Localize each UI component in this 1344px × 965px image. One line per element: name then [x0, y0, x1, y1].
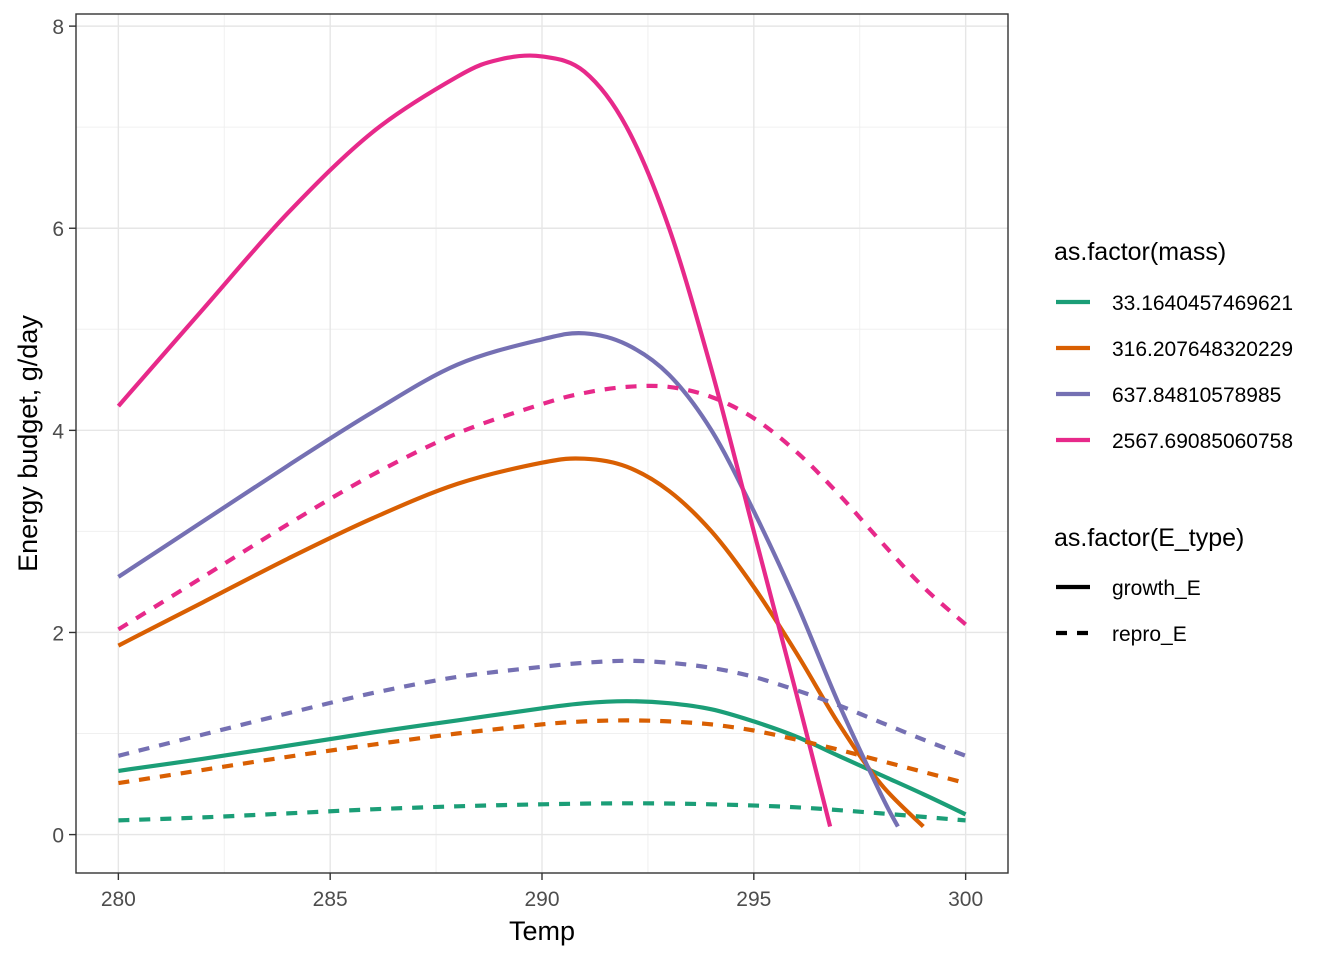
legend-label-mass: 33.1640457469621	[1112, 292, 1293, 315]
x-tick-label: 300	[948, 888, 983, 911]
legend-title-mass: as.factor(mass)	[1054, 238, 1226, 266]
series-line-repro-E-mass-316	[118, 718, 967, 786]
y-tick-label: 6	[52, 218, 64, 241]
x-tick-label: 295	[736, 888, 771, 911]
x-tick-label: 285	[313, 888, 348, 911]
axes: 280 285 290 295 300 0 2 4 6 8	[52, 16, 983, 911]
legend: as.factor(mass) 33.1640457469621 316.20764…	[1054, 238, 1293, 646]
series-line-growth-E-mass-316	[117, 456, 925, 828]
series-line-growth-E-mass-637	[117, 331, 900, 828]
y-tick-label: 0	[52, 825, 64, 848]
series-line-growth-E-mass-2567	[116, 53, 833, 828]
grid-lines	[76, 14, 1008, 873]
series-line-repro-E-mass-637	[117, 658, 967, 758]
legend-label-e-type: growth_E	[1112, 577, 1201, 600]
y-tick-label: 4	[52, 420, 64, 443]
y-tick-label: 2	[52, 622, 64, 645]
x-axis-title: Temp	[509, 916, 575, 946]
series-lines	[116, 53, 967, 828]
x-tick-label: 290	[524, 888, 559, 911]
series-line-repro-E-mass-2567	[117, 383, 967, 632]
legend-title-e-type: as.factor(E_type)	[1054, 524, 1244, 552]
legend-label-mass: 637.84810578985	[1112, 384, 1281, 407]
y-tick-label: 8	[52, 16, 64, 39]
legend-label-mass: 316.207648320229	[1112, 338, 1293, 361]
legend-label-e-type: repro_E	[1112, 623, 1187, 646]
y-axis-title: Energy budget, g/day	[13, 315, 43, 572]
series-line-growth-E-mass-33	[118, 699, 967, 817]
x-tick-label: 280	[101, 888, 136, 911]
legend-label-mass: 2567.69085060758	[1112, 430, 1293, 453]
series-line-repro-E-mass-33	[118, 801, 966, 823]
